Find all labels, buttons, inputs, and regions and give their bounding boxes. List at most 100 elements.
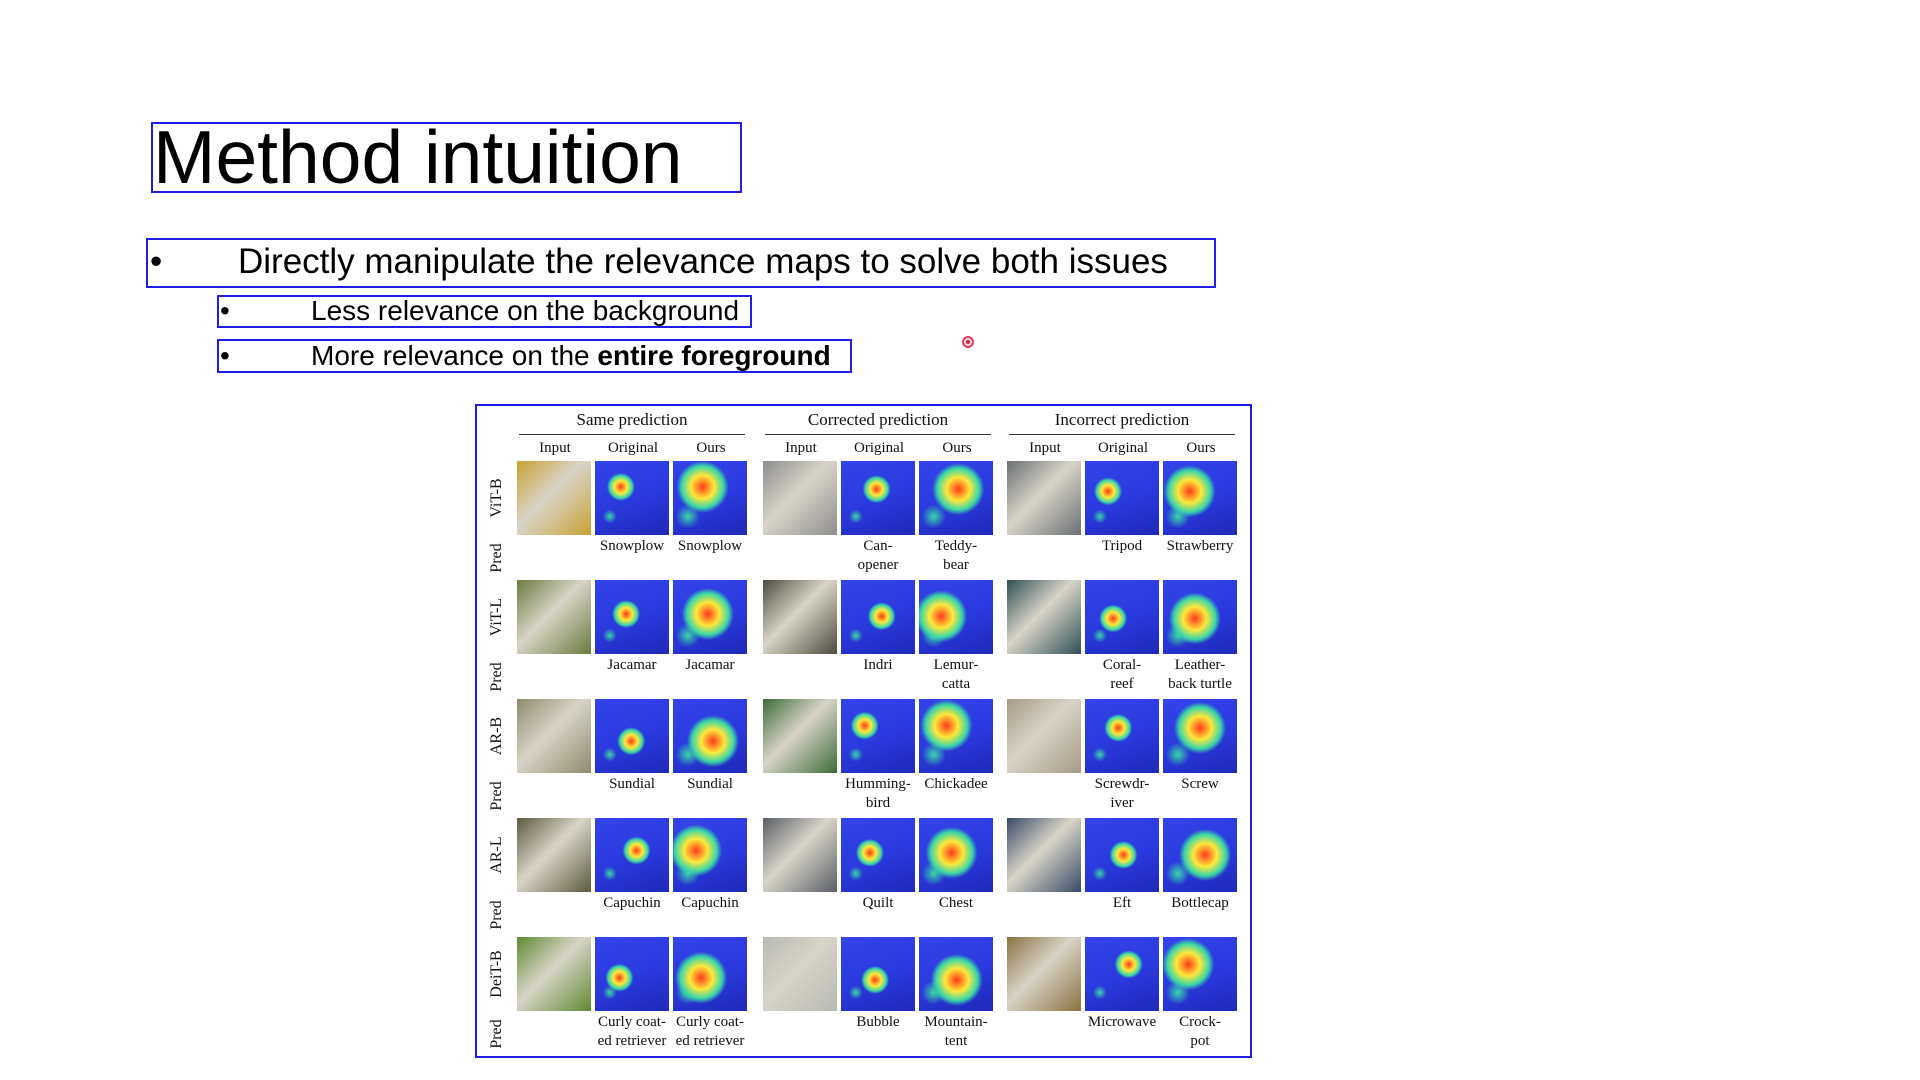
original-relevance-map <box>1085 461 1159 535</box>
prediction-label: Strawberry <box>1166 538 1234 554</box>
original-relevance-map <box>1085 580 1159 654</box>
ours-relevance-map <box>1163 461 1237 535</box>
prediction-label: Bottlecap <box>1171 895 1229 911</box>
original-relevance-map <box>1085 699 1159 773</box>
input-image <box>1007 699 1081 773</box>
prediction-label: Humming- bird <box>845 776 911 811</box>
slide-title: Method intuition <box>151 122 742 193</box>
prediction-label: Can- opener <box>857 538 899 573</box>
prediction-label: Snowplow <box>599 538 665 554</box>
prediction-label: Lemur- catta <box>933 657 979 692</box>
figure-group-rule <box>519 434 745 435</box>
input-image <box>517 699 591 773</box>
ours-relevance-map <box>673 699 747 773</box>
input-image <box>1007 461 1081 535</box>
bullet-sub-foreground-text: More relevance on the entire foreground <box>311 341 831 370</box>
prediction-label: Curly coat- ed retriever <box>597 1014 667 1049</box>
prediction-label: Screwdr- iver <box>1094 776 1150 811</box>
figure-column-header: Input <box>539 440 571 456</box>
prediction-label: Sundial <box>687 776 733 792</box>
input-image <box>763 818 837 892</box>
ours-relevance-map <box>1163 818 1237 892</box>
original-relevance-map <box>841 580 915 654</box>
prediction-label: Teddy- bear <box>934 538 978 573</box>
bullet-dot-icon: • <box>220 340 230 371</box>
input-image <box>763 937 837 1011</box>
ours-relevance-map <box>673 580 747 654</box>
ours-relevance-map <box>919 580 993 654</box>
input-image <box>763 699 837 773</box>
ours-relevance-map <box>673 461 747 535</box>
figure-pred-label: Pred <box>488 1019 505 1049</box>
ours-relevance-map <box>1163 937 1237 1011</box>
prediction-label: Sundial <box>609 776 655 792</box>
input-image <box>517 818 591 892</box>
figure-column-header: Original <box>1098 440 1148 456</box>
pointer-cursor-icon <box>962 336 974 348</box>
prediction-label: Chest <box>938 895 974 911</box>
bullet-text-prefix: More relevance on the <box>311 340 598 371</box>
original-relevance-map <box>595 461 669 535</box>
results-figure: Same prediction Corrected prediction Incor… <box>475 404 1252 1058</box>
prediction-label: Crock- pot <box>1179 1014 1221 1049</box>
input-image <box>517 580 591 654</box>
input-image <box>517 937 591 1011</box>
bullet-main-text: Directly manipulate the relevance maps t… <box>238 242 1168 281</box>
bullet-main: • Directly manipulate the relevance maps… <box>146 238 1216 288</box>
original-relevance-map <box>595 580 669 654</box>
figure-group-title: Same prediction <box>576 410 688 429</box>
ours-relevance-map <box>1163 699 1237 773</box>
prediction-label: Eft <box>1112 895 1132 911</box>
ours-relevance-map <box>1163 580 1237 654</box>
figure-group-rule <box>765 434 991 435</box>
input-image <box>763 461 837 535</box>
ours-relevance-map <box>919 818 993 892</box>
input-image <box>1007 580 1081 654</box>
prediction-label: Leather- back turtle <box>1168 657 1232 692</box>
ours-relevance-map <box>919 699 993 773</box>
figure-column-header: Original <box>854 440 904 456</box>
prediction-label: Curly coat- ed retriever <box>675 1014 745 1049</box>
input-image <box>1007 937 1081 1011</box>
original-relevance-map <box>841 937 915 1011</box>
original-relevance-map <box>841 818 915 892</box>
prediction-label: Quilt <box>862 895 894 911</box>
prediction-label: Mountain- tent <box>924 1014 988 1049</box>
figure-column-header: Input <box>785 440 817 456</box>
input-image <box>763 580 837 654</box>
bullet-dot-icon: • <box>150 242 163 281</box>
prediction-label: Capuchin <box>603 895 661 911</box>
ours-relevance-map <box>673 818 747 892</box>
original-relevance-map <box>841 461 915 535</box>
bullet-sub-background: • Less relevance on the background <box>217 295 752 328</box>
bullet-sub-foreground: • More relevance on the entire foregroun… <box>217 339 852 373</box>
original-relevance-map <box>595 818 669 892</box>
original-relevance-map <box>595 937 669 1011</box>
figure-column-header: Ours <box>696 440 726 456</box>
prediction-label: Chickadee <box>924 776 988 792</box>
ours-relevance-map <box>673 937 747 1011</box>
original-relevance-map <box>1085 937 1159 1011</box>
input-image <box>1007 818 1081 892</box>
prediction-label: Jacamar <box>607 657 657 673</box>
bullet-dot-icon: • <box>220 295 230 326</box>
ours-relevance-map <box>919 937 993 1011</box>
prediction-label: Coral- reef <box>1102 657 1142 692</box>
figure-column-header: Input <box>1029 440 1061 456</box>
figure-group-title: Corrected prediction <box>807 410 949 429</box>
prediction-label: Tripod <box>1101 538 1143 554</box>
input-image <box>517 461 591 535</box>
ours-relevance-map <box>919 461 993 535</box>
bullet-text-bold: entire foreground <box>597 340 831 371</box>
bullet-sub-background-text: Less relevance on the background <box>311 295 740 326</box>
figure-column-header: Original <box>608 440 658 456</box>
prediction-label: Snowplow <box>677 538 743 554</box>
prediction-label: Jacamar <box>685 657 735 673</box>
prediction-label: Microwave <box>1087 1014 1157 1030</box>
prediction-label: Bubble <box>856 1014 900 1030</box>
figure-group-title: Incorrect prediction <box>1054 410 1190 429</box>
original-relevance-map <box>841 699 915 773</box>
prediction-label: Screw <box>1181 776 1219 792</box>
figure-column-header: Ours <box>1186 440 1216 456</box>
figure-group-rule <box>1009 434 1235 435</box>
